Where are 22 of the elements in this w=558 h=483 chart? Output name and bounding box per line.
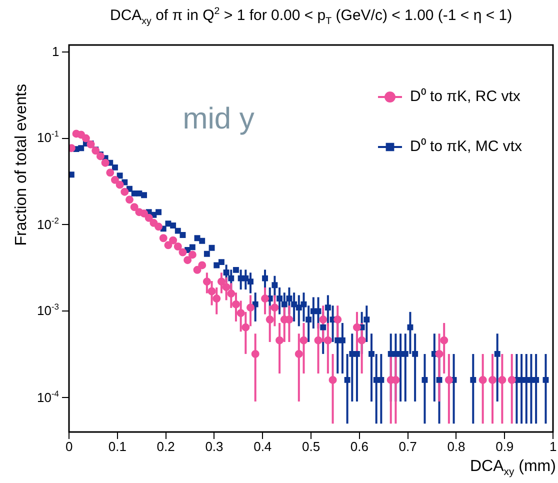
x-tick-label: 1 [550,439,557,454]
annotation: mid y [182,102,254,136]
x-tick-label: 0 [66,439,73,454]
chart-title: DCA$_{xy}$ of π in Q$^{2}$ > 1 for 0.00 < p$_{T}$ (GeV/c) < 1.00 (-1 < η < 1) [110,6,512,27]
x-tick-label: 0.7 [398,439,417,454]
x-tick-label: 0.1 [108,439,126,454]
legend-label: D⁰ to πK, RC vtx [410,88,521,106]
y-tick-label: 10$^{-1}$ [37,128,59,146]
y-tick-label: 10$^{-3}$ [37,302,59,318]
x-tick-label: 0.9 [496,439,514,454]
y-tick-label: 10$^{-4}$ [37,388,59,405]
y-axis-title: Fraction of total events [13,84,31,246]
y-tick-label: 10$^{-2}$ [37,215,59,232]
x-tick-label: 0.2 [156,439,175,454]
x-tick-label: 0.5 [302,439,320,454]
x-tick-label: 0.3 [205,439,224,454]
x-tick-label: 0.6 [350,439,368,454]
x-tick-label: 0.4 [254,439,272,454]
x-axis-title: DCA$_{xy}$ (mm) [470,458,556,480]
y-tick-label: 1 [52,44,60,60]
legend-label: D⁰ to πK, MC vtx [410,138,523,156]
x-tick-label: 0.8 [447,439,466,454]
